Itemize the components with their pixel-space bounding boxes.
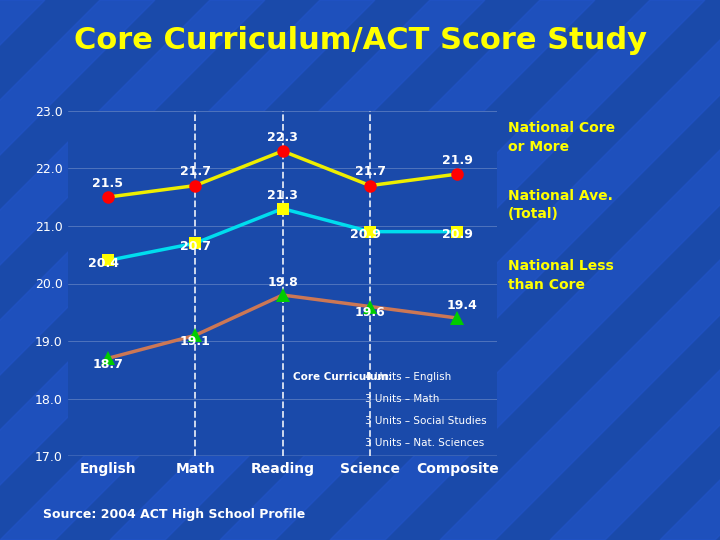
- Text: 20.4: 20.4: [88, 257, 119, 270]
- Polygon shape: [440, 0, 720, 540]
- Polygon shape: [0, 0, 265, 540]
- Text: 20.9: 20.9: [442, 228, 473, 241]
- Polygon shape: [0, 0, 155, 540]
- Text: National Ave.
(Total): National Ave. (Total): [508, 189, 613, 221]
- Text: 21.9: 21.9: [442, 153, 473, 166]
- Text: 18.7: 18.7: [92, 358, 123, 371]
- Text: 19.8: 19.8: [267, 276, 298, 289]
- Text: National Core
or More: National Core or More: [508, 122, 615, 154]
- Text: 19.4: 19.4: [446, 299, 477, 312]
- Text: 21.3: 21.3: [267, 188, 298, 202]
- Polygon shape: [0, 0, 595, 540]
- Polygon shape: [660, 0, 720, 540]
- Text: Source: 2004 ACT High School Profile: Source: 2004 ACT High School Profile: [43, 508, 305, 521]
- Text: 3 Units – Social Studies: 3 Units – Social Studies: [365, 416, 487, 426]
- Text: 19.6: 19.6: [355, 306, 385, 319]
- Polygon shape: [0, 0, 485, 540]
- Polygon shape: [550, 0, 720, 540]
- Polygon shape: [330, 0, 720, 540]
- Text: Core Curriculum/ACT Score Study: Core Curriculum/ACT Score Study: [73, 26, 647, 55]
- Text: 21.7: 21.7: [180, 165, 211, 178]
- Polygon shape: [0, 0, 375, 540]
- Text: National Less
than Core: National Less than Core: [508, 259, 613, 292]
- Text: 3 Units – Nat. Sciences: 3 Units – Nat. Sciences: [365, 437, 485, 448]
- Text: 4 Units – English: 4 Units – English: [365, 372, 451, 382]
- Text: Core Curriculum:: Core Curriculum:: [293, 372, 392, 382]
- Text: 20.9: 20.9: [350, 228, 381, 241]
- Text: 21.5: 21.5: [92, 177, 123, 190]
- Polygon shape: [110, 0, 705, 540]
- Text: 22.3: 22.3: [267, 131, 298, 144]
- Text: 21.7: 21.7: [354, 165, 385, 178]
- Text: 3 Units – Math: 3 Units – Math: [365, 394, 439, 404]
- Text: 20.7: 20.7: [180, 240, 211, 253]
- Text: 19.1: 19.1: [180, 335, 211, 348]
- Polygon shape: [220, 0, 720, 540]
- Polygon shape: [0, 0, 45, 540]
